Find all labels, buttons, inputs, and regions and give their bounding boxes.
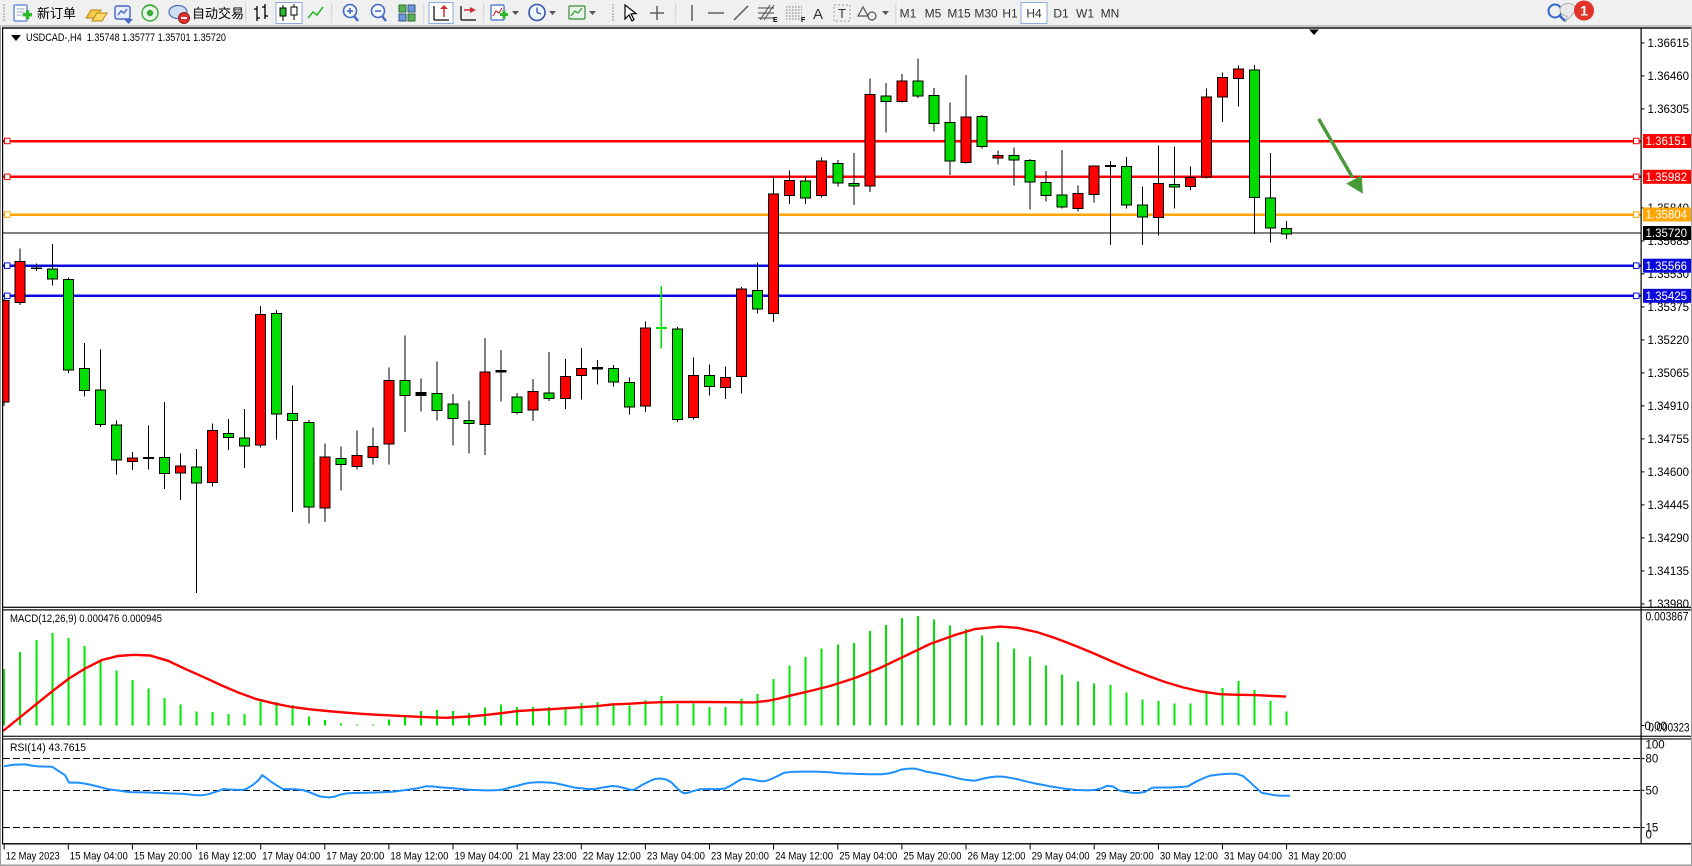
svg-text:D1: D1 — [1053, 7, 1069, 21]
svg-text:H4: H4 — [1026, 7, 1042, 21]
svg-text:25 May 04:00: 25 May 04:00 — [839, 851, 897, 863]
svg-text:E: E — [773, 17, 778, 24]
svg-text:1: 1 — [1580, 3, 1588, 19]
svg-text:F: F — [801, 17, 806, 24]
svg-text:0.000323: 0.000323 — [1649, 723, 1690, 735]
svg-text:1.35720: 1.35720 — [1646, 228, 1688, 240]
svg-text:23 May 04:00: 23 May 04:00 — [647, 851, 705, 863]
svg-text:21 May 23:00: 21 May 23:00 — [519, 851, 577, 863]
svg-text:17 May 20:00: 17 May 20:00 — [326, 851, 384, 863]
svg-text:1.36151: 1.36151 — [1646, 136, 1688, 148]
svg-text:15: 15 — [1646, 823, 1659, 835]
svg-text:22 May 12:00: 22 May 12:00 — [583, 851, 641, 863]
svg-text:0: 0 — [1646, 830, 1652, 842]
svg-text:M30: M30 — [974, 7, 998, 21]
svg-text:1.35375: 1.35375 — [1648, 302, 1690, 314]
svg-text:1.35982: 1.35982 — [1646, 172, 1688, 184]
svg-text:M5: M5 — [925, 7, 942, 21]
svg-text:26 May 12:00: 26 May 12:00 — [968, 851, 1026, 863]
svg-text:16 May 12:00: 16 May 12:00 — [198, 851, 256, 863]
svg-text:80: 80 — [1646, 754, 1659, 766]
svg-text:25 May 20:00: 25 May 20:00 — [903, 851, 961, 863]
svg-text:自动交易: 自动交易 — [192, 6, 244, 21]
svg-text:1.34290: 1.34290 — [1648, 533, 1690, 545]
svg-text:12 May 2023: 12 May 2023 — [6, 851, 60, 863]
svg-text:1.36305: 1.36305 — [1648, 104, 1690, 116]
svg-text:1.35065: 1.35065 — [1648, 368, 1690, 380]
svg-text:1.33980: 1.33980 — [1648, 599, 1690, 611]
svg-text:19 May 04:00: 19 May 04:00 — [455, 851, 513, 863]
svg-text:MN: MN — [1101, 7, 1120, 21]
svg-text:50: 50 — [1646, 785, 1659, 797]
svg-text:0.00: 0.00 — [1645, 721, 1667, 733]
svg-text:新订单: 新订单 — [37, 6, 76, 21]
svg-text:31 May 04:00: 31 May 04:00 — [1224, 851, 1282, 863]
svg-text:RSI(14) 43.7615: RSI(14) 43.7615 — [10, 742, 86, 754]
svg-text:M1: M1 — [900, 7, 917, 21]
svg-text:0.003867: 0.003867 — [1646, 612, 1689, 624]
svg-text:23 May 20:00: 23 May 20:00 — [711, 851, 769, 863]
svg-text:1.36615: 1.36615 — [1648, 38, 1690, 50]
svg-text:1.35425: 1.35425 — [1646, 291, 1688, 303]
svg-text:24 May 12:00: 24 May 12:00 — [775, 851, 833, 863]
svg-text:1.35220: 1.35220 — [1648, 335, 1690, 347]
svg-text:1.34600: 1.34600 — [1648, 467, 1690, 479]
svg-text:29 May 04:00: 29 May 04:00 — [1032, 851, 1090, 863]
svg-text:MACD(12,26,9) 0.000476 0.00094: MACD(12,26,9) 0.000476 0.000945 — [10, 613, 162, 625]
svg-text:1.35566: 1.35566 — [1646, 261, 1688, 273]
svg-text:29 May 20:00: 29 May 20:00 — [1096, 851, 1154, 863]
svg-text:1.35804: 1.35804 — [1646, 210, 1688, 222]
svg-text:M15: M15 — [947, 7, 971, 21]
svg-text:15 May 04:00: 15 May 04:00 — [70, 851, 128, 863]
svg-text:USDCAD-,H4 1.35748 1.35777 1.: USDCAD-,H4 1.35748 1.35777 1.35701 1.357… — [26, 32, 226, 44]
svg-text:1.34445: 1.34445 — [1648, 500, 1690, 512]
svg-text:31 May 20:00: 31 May 20:00 — [1288, 851, 1346, 863]
svg-text:W1: W1 — [1076, 7, 1094, 21]
svg-text:H1: H1 — [1002, 7, 1018, 21]
svg-text:1.36460: 1.36460 — [1648, 71, 1690, 83]
svg-text:100: 100 — [1646, 740, 1665, 752]
svg-text:18 May 12:00: 18 May 12:00 — [390, 851, 448, 863]
svg-text:A: A — [813, 6, 823, 23]
svg-text:1.34135: 1.34135 — [1648, 566, 1690, 578]
svg-text:1.34755: 1.34755 — [1648, 434, 1690, 446]
svg-text:15 May 20:00: 15 May 20:00 — [134, 851, 192, 863]
svg-text:T: T — [838, 6, 846, 21]
svg-text:30 May 12:00: 30 May 12:00 — [1160, 851, 1218, 863]
svg-text:1.34910: 1.34910 — [1648, 401, 1690, 413]
svg-text:17 May 04:00: 17 May 04:00 — [262, 851, 320, 863]
